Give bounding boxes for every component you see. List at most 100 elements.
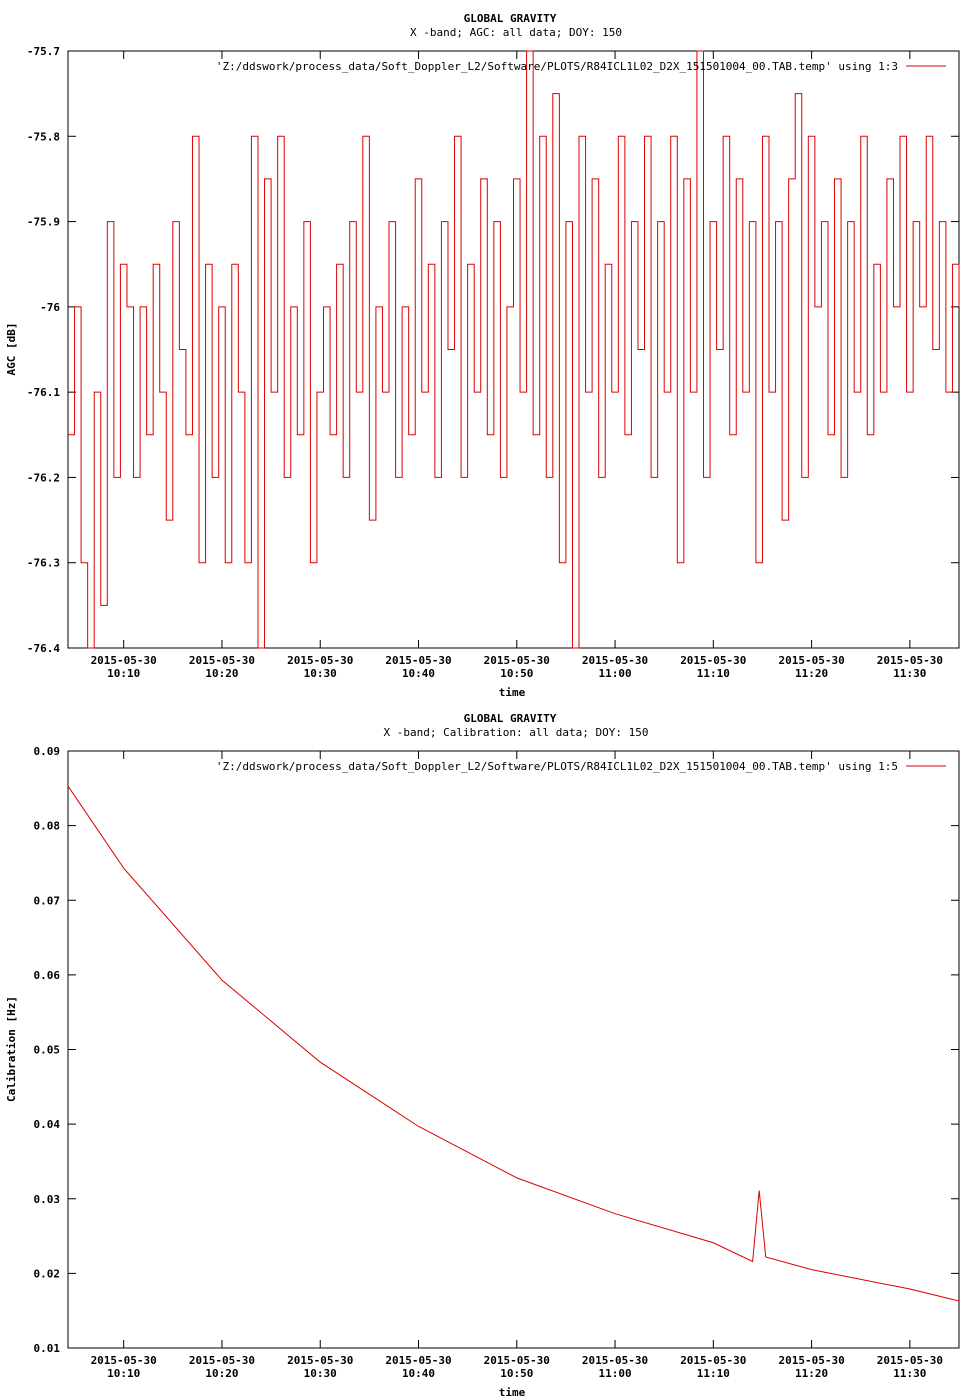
calibration-x-tick-time: 10:10 — [107, 1367, 140, 1380]
agc-point-10-56-20 — [578, 135, 580, 137]
agc-point-10-14-20 — [165, 519, 167, 521]
agc-point-10-35-40 — [375, 306, 377, 308]
agc-point-10-48-20 — [500, 477, 502, 479]
agc-point-10-36-20 — [382, 391, 384, 393]
agc-y-tick-label: -75.7 — [27, 45, 60, 58]
agc-point-11-25-00 — [860, 135, 862, 137]
calibration-chart: GLOBAL GRAVITY X -band; Calibration: all… — [5, 712, 960, 1399]
agc-point-11-22-20 — [834, 178, 836, 180]
agc-point-11-29-00 — [899, 135, 901, 137]
agc-point-11-03-40 — [650, 477, 652, 479]
agc-point-10-28-20 — [303, 221, 305, 223]
agc-point-11-23-00 — [840, 477, 842, 479]
agc-x-tick-time: 11:00 — [598, 667, 631, 680]
agc-point-10-07-00 — [93, 391, 95, 393]
agc-point-11-25-40 — [866, 434, 868, 436]
agc-x-axis-label: time — [499, 686, 526, 699]
agc-x-tick-time: 10:40 — [402, 667, 435, 680]
agc-x-tick-date: 2015-05-30 — [287, 654, 353, 667]
calibration-y-axis: 0.09 0.08 0.07 0.06 0.05 0.04 0.03 0.02 0.01 — [34, 745, 959, 1355]
calibration-point-11-10-00 — [713, 1242, 715, 1244]
agc-x-tick-date: 2015-05-30 — [877, 654, 943, 667]
agc-x-tick-time: 11:10 — [697, 667, 730, 680]
agc-y-tick-label: -76 — [40, 301, 60, 314]
agc-point-10-49-40 — [513, 178, 515, 180]
agc-point-11-16-20 — [775, 221, 777, 223]
agc-point-10-21-40 — [238, 391, 240, 393]
calibration-y-tick-label: 0.08 — [34, 820, 61, 833]
agc-point-10-30-20 — [323, 306, 325, 308]
agc-point-11-09-40 — [709, 221, 711, 223]
calibration-x-tick-date: 2015-05-30 — [680, 1354, 746, 1367]
agc-point-10-45-00 — [467, 263, 469, 265]
calibration-y-tick-label: 0.02 — [34, 1267, 61, 1280]
calibration-point-11-14-40 — [758, 1190, 760, 1192]
calibration-x-tick-time: 11:00 — [598, 1367, 631, 1380]
agc-point-10-09-00 — [113, 477, 115, 479]
calibration-y-tick-label: 0.05 — [34, 1044, 61, 1057]
agc-point-10-25-00 — [270, 391, 272, 393]
calibration-x-tick-time: 11:20 — [795, 1367, 828, 1380]
calibration-x-tick-time: 10:50 — [500, 1367, 533, 1380]
agc-y-tick-label: -76.1 — [27, 386, 60, 399]
agc-point-10-17-40 — [198, 562, 200, 564]
agc-x-tick-date: 2015-05-30 — [680, 654, 746, 667]
agc-point-10-51-40 — [532, 434, 534, 436]
calibration-x-tick-time: 10:30 — [304, 1367, 337, 1380]
agc-point-11-15-40 — [768, 391, 770, 393]
agc-point-10-07-40 — [100, 605, 102, 607]
agc-point-10-04-20 — [67, 434, 69, 436]
agc-point-10-57-40 — [591, 178, 593, 180]
calibration-x-axis-label: time — [499, 1386, 526, 1399]
agc-point-11-35-00 — [958, 306, 960, 308]
calibration-x-tick-time: 11:30 — [893, 1367, 926, 1380]
agc-point-11-10-20 — [716, 349, 718, 351]
calibration-legend-label: 'Z:/ddswork/process_data/Soft_Doppler_L2… — [216, 760, 898, 773]
agc-x-axis: 2015-05-3010:102015-05-3010:202015-05-30… — [91, 51, 943, 680]
agc-point-11-31-00 — [919, 306, 921, 308]
agc-point-10-42-20 — [441, 221, 443, 223]
agc-point-10-23-00 — [251, 135, 253, 137]
calibration-chart-subtitle: X -band; Calibration: all data; DOY: 150 — [384, 726, 649, 739]
agc-point-10-20-20 — [224, 562, 226, 564]
agc-point-10-26-20 — [283, 477, 285, 479]
agc-point-11-17-00 — [781, 519, 783, 521]
calibration-point-11-20-00 — [811, 1269, 813, 1271]
agc-point-11-08-20 — [696, 50, 698, 52]
agc-point-11-32-20 — [932, 349, 934, 351]
agc-x-tick-time: 11:20 — [795, 667, 828, 680]
agc-point-10-46-20 — [480, 178, 482, 180]
agc-point-10-40-20 — [421, 391, 423, 393]
calibration-point-11-14-00 — [752, 1261, 754, 1263]
agc-point-10-29-40 — [316, 391, 318, 393]
calibration-point-10-04-20 — [67, 785, 69, 787]
agc-y-tick-label: -76.3 — [27, 557, 60, 570]
agc-point-11-05-00 — [663, 391, 665, 393]
agc-y-tick-label: -75.9 — [27, 216, 60, 229]
agc-point-11-28-20 — [893, 306, 895, 308]
calibration-y-tick-label: 0.07 — [34, 894, 61, 907]
agc-point-11-03-00 — [644, 135, 646, 137]
agc-legend-label: 'Z:/ddswork/process_data/Soft_Doppler_L2… — [216, 60, 898, 73]
agc-point-10-15-00 — [172, 221, 174, 223]
agc-point-11-30-20 — [912, 221, 914, 223]
calibration-point-11-35-00 — [958, 1300, 960, 1302]
agc-point-10-38-20 — [401, 306, 403, 308]
agc-point-10-59-00 — [604, 263, 606, 265]
calibration-x-axis: 2015-05-3010:102015-05-3010:202015-05-30… — [91, 751, 943, 1380]
agc-legend: 'Z:/ddswork/process_data/Soft_Doppler_L2… — [216, 60, 946, 73]
calibration-y-tick-label: 0.03 — [34, 1193, 61, 1206]
calibration-y-tick-label: 0.09 — [34, 745, 61, 758]
agc-data-points — [67, 50, 960, 649]
agc-x-tick-date: 2015-05-30 — [778, 654, 844, 667]
agc-point-10-18-20 — [205, 263, 207, 265]
calibration-legend: 'Z:/ddswork/process_data/Soft_Doppler_L2… — [216, 760, 946, 773]
agc-point-10-19-40 — [218, 306, 220, 308]
agc-x-tick-date: 2015-05-30 — [91, 654, 157, 667]
agc-point-10-41-00 — [428, 263, 430, 265]
agc-point-10-37-40 — [395, 477, 397, 479]
agc-point-10-50-20 — [519, 391, 521, 393]
calibration-point-11-15-20 — [765, 1256, 767, 1258]
calibration-y-tick-label: 0.06 — [34, 969, 61, 982]
agc-point-11-11-40 — [729, 434, 731, 436]
